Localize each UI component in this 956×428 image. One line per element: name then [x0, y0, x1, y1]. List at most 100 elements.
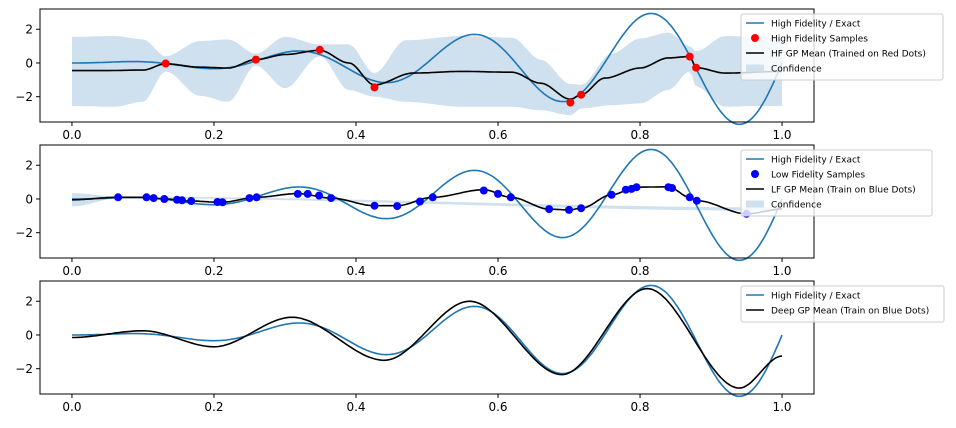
sample-point	[577, 204, 586, 213]
x-tick-label: 1.0	[772, 128, 791, 142]
gp-mean-curve-3	[72, 287, 783, 389]
legend-label: Low Fidelity Samples	[771, 171, 865, 181]
y-tick-label: −2	[15, 226, 33, 240]
x-tick-label: 0.6	[488, 264, 507, 278]
x-tick-label: 0.2	[204, 264, 223, 278]
sample-point	[251, 55, 260, 64]
confidence-band-1	[72, 32, 782, 116]
x-tick-label: 0.4	[346, 400, 365, 414]
confidence-band-2	[72, 193, 782, 211]
legend-label: High Fidelity / Exact	[771, 156, 861, 166]
sample-point	[506, 193, 515, 202]
sample-point	[178, 196, 186, 205]
y-axis-1: −2 0 2	[15, 23, 40, 104]
y-tick-label: 2	[25, 295, 33, 309]
sample-point	[692, 63, 701, 72]
sample-point	[692, 196, 701, 205]
sample-point	[685, 52, 694, 61]
sample-point	[577, 90, 586, 99]
sample-point	[218, 198, 227, 207]
x-tick-label: 0.2	[204, 400, 223, 414]
sample-point	[293, 189, 302, 198]
x-axis-1: 0.0 0.2 0.4 0.6 0.8 1.0	[62, 122, 792, 142]
legend-patch-handle	[746, 64, 764, 72]
sample-point	[565, 205, 573, 214]
sample-points-2	[114, 183, 751, 218]
x-tick-label: 0.0	[62, 400, 81, 414]
subplot-1: 0.0 0.2 0.4 0.6 0.8 1.0 −2 0 2 High Fidelity / …	[15, 8, 944, 142]
sample-point	[303, 189, 312, 198]
x-tick-label: 0.8	[630, 264, 649, 278]
sample-point	[393, 202, 402, 211]
exact-curve-2	[72, 148, 783, 262]
y-axis-3: −2 0 2	[15, 295, 40, 376]
legend-label: High Fidelity / Exact	[771, 292, 861, 302]
exact-line	[72, 148, 783, 262]
legend-3: High Fidelity / Exact Deep GP Mean (Train…	[740, 285, 945, 323]
legend-label: LF GP Mean (Train on Blue Dots)	[771, 186, 916, 196]
x-tick-label: 0.0	[62, 128, 81, 142]
sample-point	[327, 194, 336, 203]
legend-marker-handle	[751, 34, 759, 42]
x-tick-label: 0.4	[346, 264, 365, 278]
sample-point	[607, 190, 616, 199]
sample-point	[161, 59, 170, 68]
sample-point	[160, 195, 169, 203]
legend-label: Confidence	[771, 65, 822, 75]
legend-label: Confidence	[771, 201, 822, 211]
sample-point	[245, 194, 254, 203]
subplot-3: 0.0 0.2 0.4 0.6 0.8 1.0 −2 0 2 High Fidelity / …	[15, 280, 945, 414]
legend-patch-handle	[746, 200, 764, 208]
sample-point	[252, 193, 261, 202]
x-axis-3: 0.0 0.2 0.4 0.6 0.8 1.0	[62, 394, 792, 414]
sample-point	[415, 197, 424, 206]
mean-line	[72, 49, 782, 100]
sample-point	[315, 191, 324, 200]
y-axis-2: −2 0 2	[15, 159, 40, 240]
legend-2: High Fidelity / Exact Low Fidelity Sample…	[740, 149, 933, 217]
legend-box	[740, 13, 944, 81]
sample-point	[428, 193, 437, 202]
sample-point	[685, 193, 694, 202]
legend-label: HF GP Mean (Trained on Red Dots)	[771, 50, 926, 60]
sample-point	[494, 189, 502, 198]
sample-point	[187, 197, 196, 205]
x-tick-label: 1.0	[772, 400, 791, 414]
x-tick-label: 0.4	[346, 128, 365, 142]
sample-points-1	[161, 45, 701, 107]
legend-label: Deep GP Mean (Train on Blue Dots)	[771, 307, 929, 317]
y-tick-label: −2	[15, 90, 33, 104]
gp-mean-curve-1	[72, 49, 782, 100]
y-tick-label: 0	[25, 56, 33, 70]
y-tick-label: 2	[25, 159, 33, 173]
legend-box	[740, 285, 945, 323]
sample-point	[149, 194, 158, 203]
x-tick-label: 0.8	[630, 128, 649, 142]
exact-curve-3	[72, 284, 783, 398]
y-tick-label: −2	[15, 362, 33, 376]
sample-point	[114, 193, 123, 202]
sample-point	[566, 98, 575, 107]
sample-point	[668, 184, 676, 192]
sample-point	[479, 186, 488, 195]
legend-label: High Fidelity Samples	[771, 35, 868, 45]
sample-point	[142, 193, 151, 202]
confidence-area	[72, 193, 782, 211]
x-tick-label: 0.6	[488, 128, 507, 142]
legend-box	[740, 149, 933, 217]
x-tick-label: 1.0	[772, 264, 791, 278]
mean-line	[72, 287, 783, 389]
sample-point	[315, 45, 324, 54]
sample-point	[370, 83, 379, 92]
y-tick-label: 0	[25, 192, 33, 206]
sample-point	[545, 205, 554, 214]
x-tick-label: 0.8	[630, 400, 649, 414]
exact-line	[72, 284, 783, 398]
confidence-area	[72, 32, 782, 116]
legend-label: High Fidelity / Exact	[771, 20, 861, 30]
legend-1: High Fidelity / Exact High Fidelity Sampl…	[740, 13, 944, 81]
x-tick-label: 0.0	[62, 264, 81, 278]
x-tick-label: 0.6	[488, 400, 507, 414]
axes-frame-3	[39, 280, 815, 395]
